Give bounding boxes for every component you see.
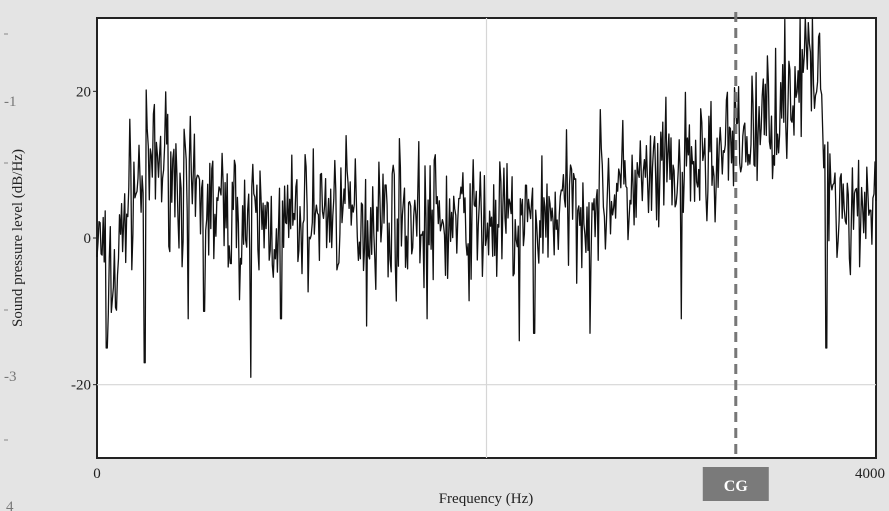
cg-label: CG: [724, 478, 749, 495]
series-layer: [96, 17, 877, 378]
edge-labels: -1 -3 4: [4, 33, 17, 511]
x-ticks: 0 4000: [93, 466, 885, 482]
y-tick-label: 20: [76, 84, 91, 100]
annotations: CG: [702, 12, 769, 501]
y-axis-label: Sound pressure level (dB/Hz): [10, 149, 26, 327]
cg-label-box: [702, 467, 769, 501]
x-tick-label: 4000: [855, 466, 885, 482]
edge-label: 4: [6, 499, 14, 511]
x-axis-label: Frequency (Hz): [439, 491, 534, 507]
edge-label: -1: [4, 94, 17, 110]
y-ticks: 20 0 -20: [71, 84, 97, 394]
x-tick-label: 0: [93, 466, 101, 482]
y-tick-label: -20: [71, 378, 91, 394]
y-tick-label: 0: [84, 231, 92, 247]
spectrum-line: [96, 17, 877, 378]
edge-label: -3: [4, 369, 17, 385]
